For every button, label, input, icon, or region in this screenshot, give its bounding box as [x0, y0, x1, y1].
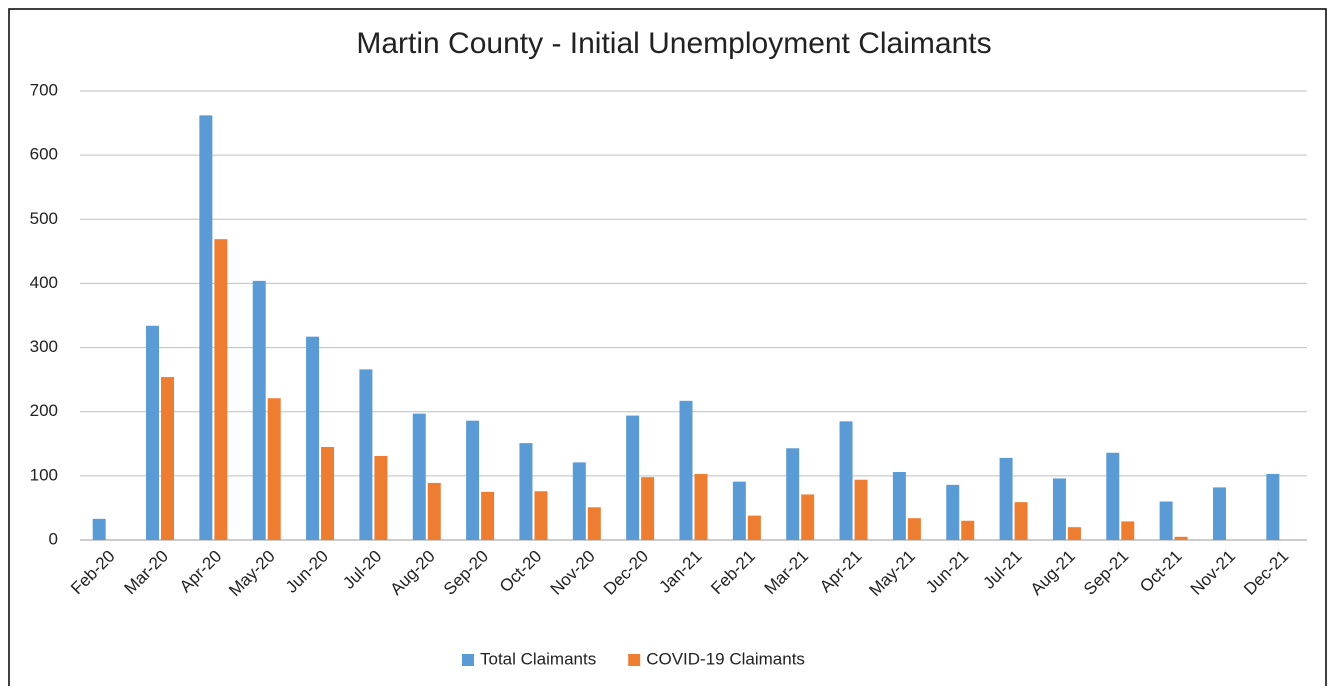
bar	[519, 443, 533, 540]
y-tick-label: 700	[30, 80, 58, 99]
bar	[321, 446, 335, 540]
x-tick-label: Nov-20	[547, 547, 599, 599]
x-tick-label: Apr-21	[816, 547, 866, 597]
y-tick-label: 500	[30, 209, 58, 228]
bar	[1106, 452, 1120, 540]
y-tick-label: 300	[30, 337, 58, 356]
bar	[1121, 521, 1135, 540]
bar	[854, 479, 868, 540]
chart-title: Martin County - Initial Unemployment Cla…	[356, 27, 991, 60]
bar	[1014, 502, 1028, 540]
x-tick-label: Mar-21	[761, 547, 813, 599]
bar	[572, 462, 586, 540]
bar	[1174, 536, 1188, 540]
bar	[1159, 501, 1173, 540]
legend-swatch	[462, 654, 474, 666]
bar	[961, 520, 975, 540]
y-tick-label: 200	[30, 401, 58, 420]
bar	[466, 420, 480, 540]
bar	[1052, 478, 1066, 540]
bar	[587, 507, 601, 540]
legend-label: COVID-19 Claimants	[646, 649, 805, 668]
x-tick-label: Feb-20	[67, 547, 119, 599]
bar	[267, 398, 281, 540]
bar	[892, 472, 906, 540]
chart-border	[8, 8, 1327, 691]
bar	[92, 518, 106, 540]
bar	[481, 491, 495, 540]
x-tick-label: May-20	[225, 547, 279, 601]
x-tick-label: Feb-21	[707, 547, 759, 599]
x-tick-label: Oct-21	[1136, 547, 1186, 597]
x-tick-label: Jul-21	[979, 547, 1025, 593]
bar	[359, 369, 373, 540]
bar	[534, 491, 548, 540]
bar	[747, 515, 761, 540]
bar	[626, 415, 640, 540]
bar	[1067, 527, 1081, 540]
x-tick-label: Jun-20	[282, 547, 332, 597]
bar	[412, 413, 426, 540]
x-tick-label: Aug-21	[1027, 547, 1079, 599]
bar	[306, 336, 320, 540]
x-tick-label: Jan-21	[655, 547, 705, 597]
bar	[374, 455, 388, 540]
x-tick-label: Jul-20	[339, 547, 385, 593]
bar	[252, 280, 266, 540]
x-tick-label: May-21	[865, 547, 919, 601]
x-tick-label: Sep-21	[1080, 547, 1132, 599]
x-tick-label: Jun-21	[922, 547, 972, 597]
bar	[214, 239, 228, 541]
legend-swatch	[628, 654, 641, 666]
y-tick-label: 600	[30, 145, 58, 164]
bar	[1212, 487, 1226, 540]
x-tick-label: Aug-20	[387, 547, 439, 599]
x-tick-label: Oct-20	[496, 547, 546, 597]
bar	[999, 457, 1013, 540]
bar	[786, 448, 800, 540]
legend-label: Total Claimants	[480, 649, 596, 668]
bar	[427, 482, 441, 540]
x-tick-label: Dec-21	[1240, 547, 1292, 599]
y-tick-label: 0	[49, 529, 58, 548]
x-tick-label: Dec-20	[600, 547, 652, 599]
bar	[679, 400, 693, 540]
bar	[199, 115, 213, 541]
x-tick-label: Mar-20	[121, 547, 173, 599]
bar	[1266, 473, 1280, 540]
bar	[732, 481, 746, 540]
bar	[907, 518, 921, 540]
bar	[801, 494, 815, 540]
bar	[161, 377, 175, 540]
y-tick-label: 400	[30, 273, 58, 292]
bar	[641, 477, 655, 540]
x-tick-label: Apr-20	[176, 547, 226, 597]
bar	[146, 325, 160, 540]
y-tick-label: 100	[30, 465, 58, 484]
x-tick-label: Sep-20	[440, 547, 492, 599]
bar	[946, 484, 960, 540]
bar	[694, 473, 708, 540]
x-tick-label: Nov-21	[1187, 547, 1239, 599]
bar	[839, 421, 853, 540]
